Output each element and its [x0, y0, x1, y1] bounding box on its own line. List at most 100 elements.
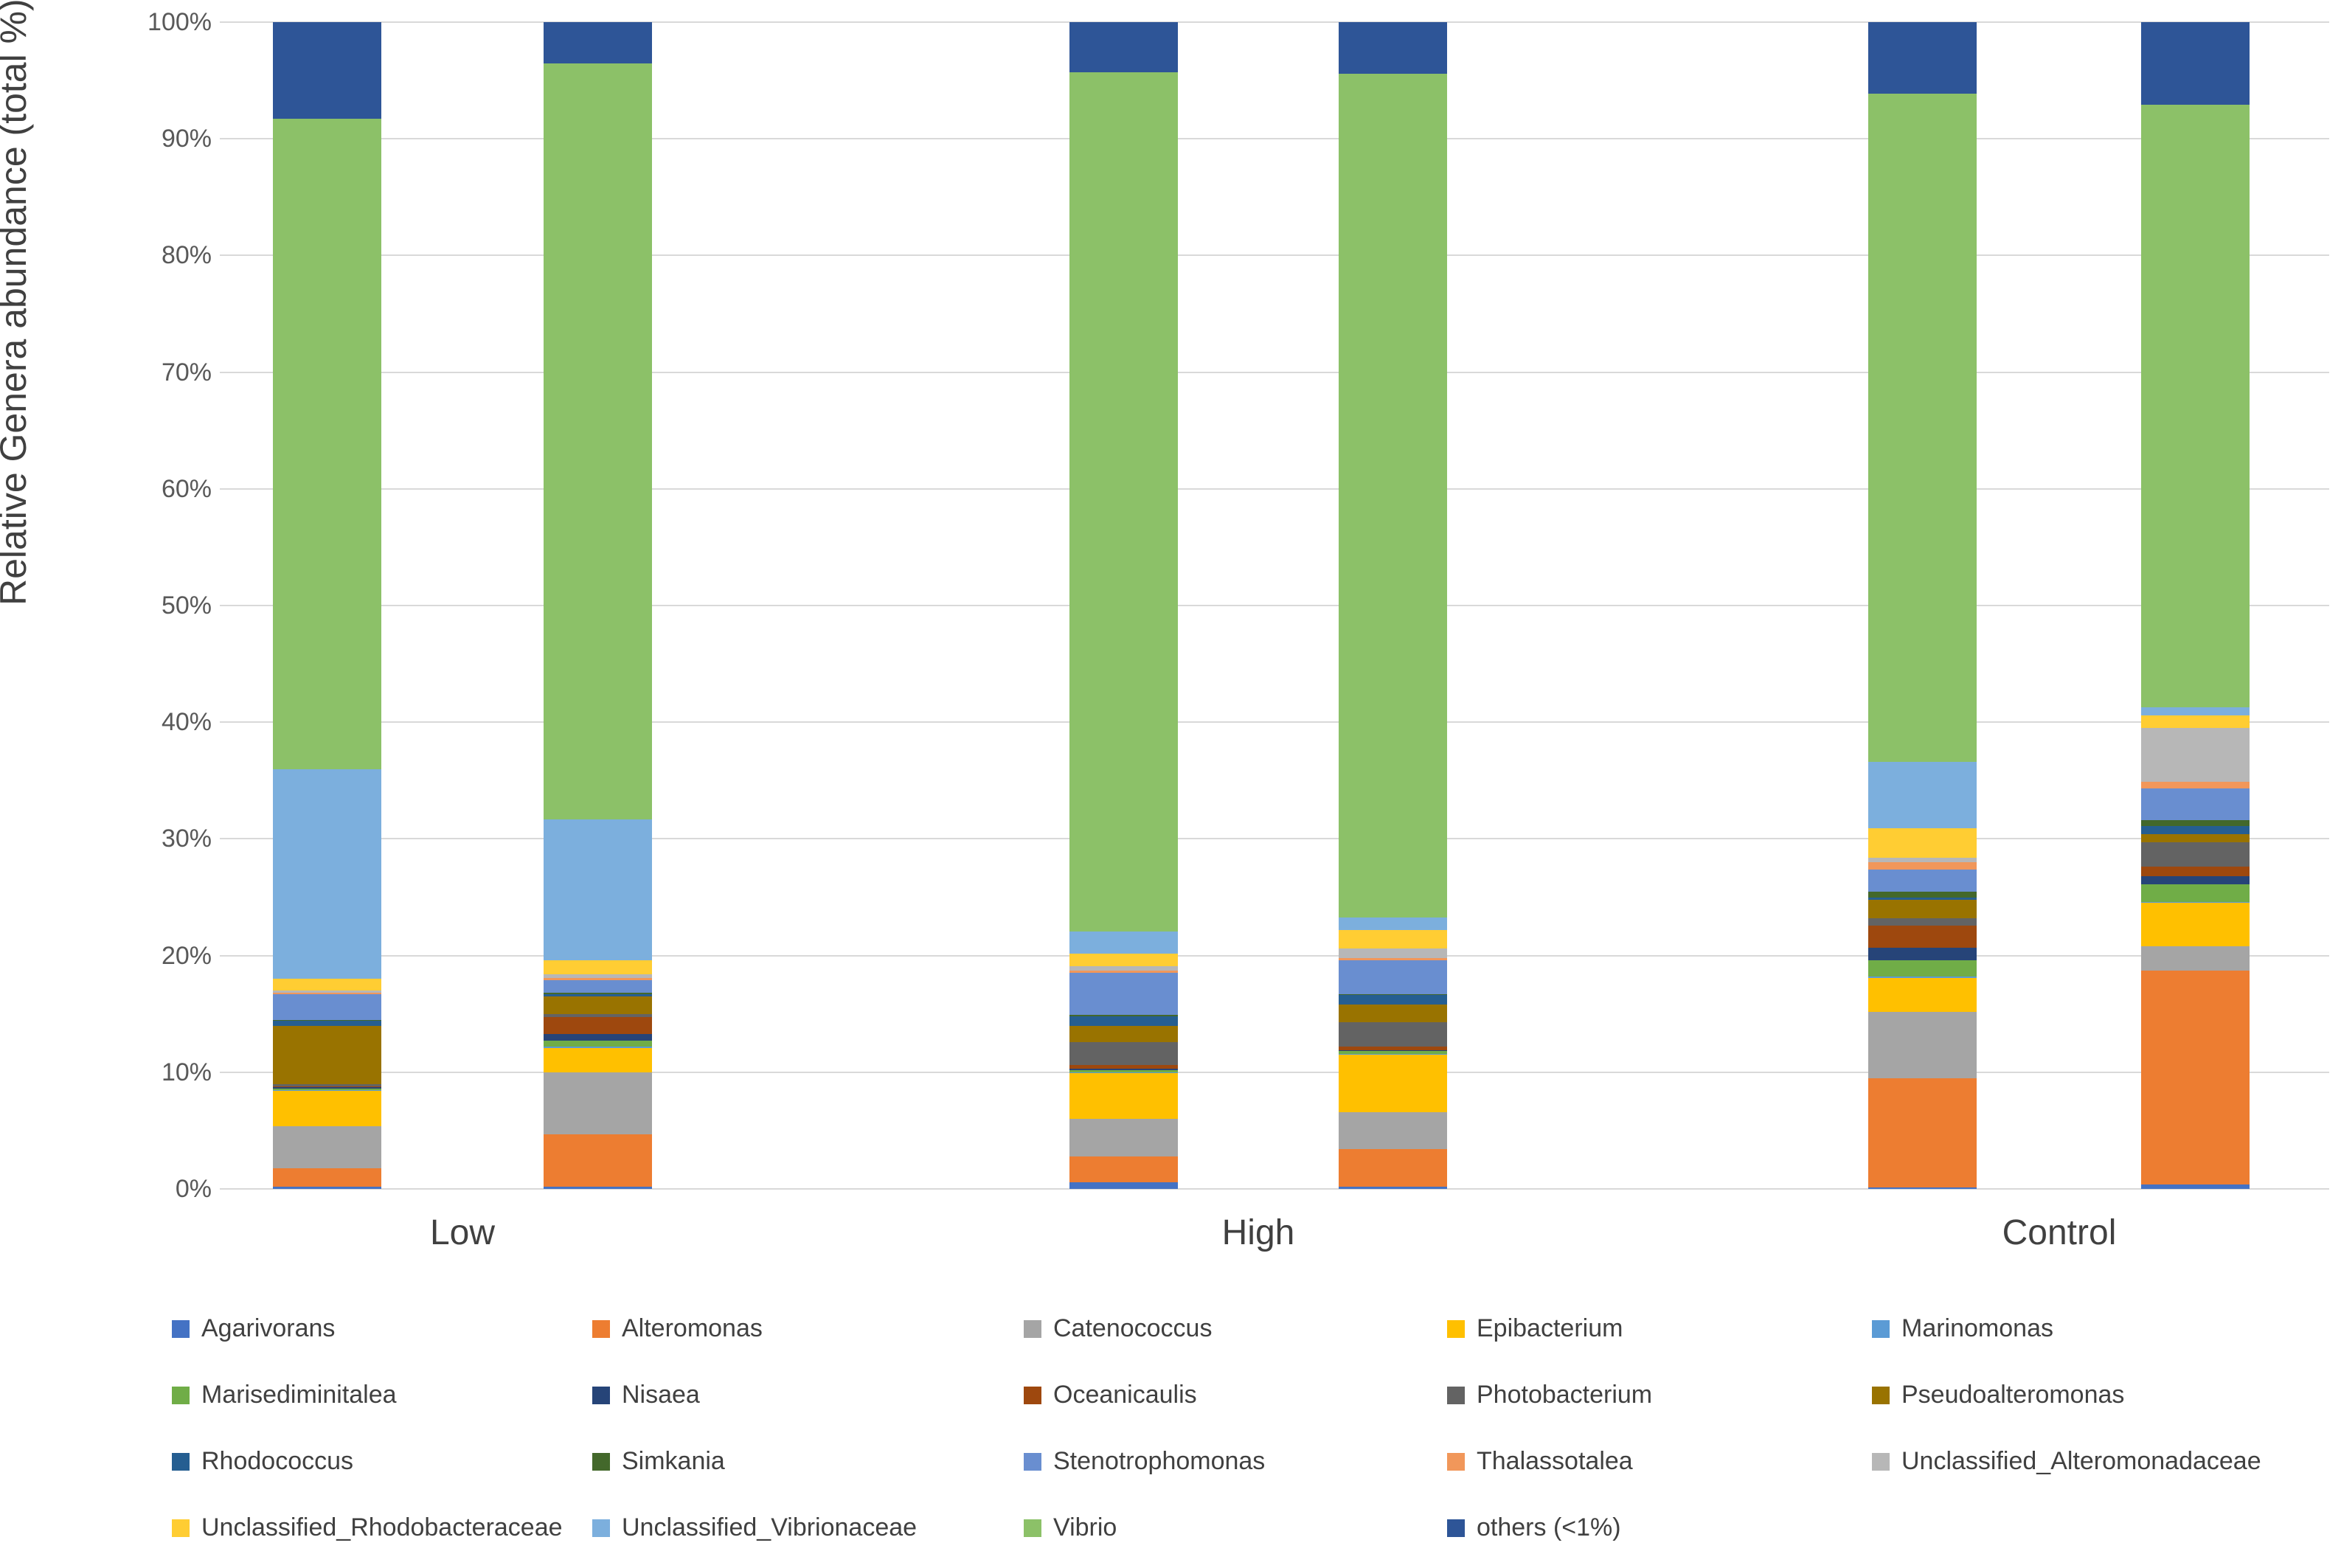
- bar-segment: [1339, 1053, 1447, 1055]
- bar-segment: [1069, 973, 1178, 1016]
- bar-control-2: [2141, 22, 2250, 1189]
- legend-marker-icon: [592, 1386, 610, 1404]
- legend-label: Agarivorans: [201, 1314, 336, 1342]
- legend-label: Marisediminitalea: [201, 1381, 397, 1409]
- bar-segment: [1868, 862, 1977, 870]
- legend-marker-icon: [1447, 1319, 1465, 1338]
- bar-segment: [273, 1186, 381, 1189]
- bar-segment: [544, 1041, 652, 1047]
- bar-segment: [1868, 897, 1977, 900]
- bar-segment: [1069, 1156, 1178, 1182]
- y-tick-label-60: 60%: [161, 474, 212, 503]
- bar-segment: [273, 769, 381, 979]
- bar-segment: [1069, 971, 1178, 974]
- bar-segment: [1339, 1021, 1447, 1047]
- bar-segment: [1339, 1149, 1447, 1187]
- legend-label: Pseudoalteromonas: [1901, 1381, 2125, 1409]
- legend-label: Stenotrophomonas: [1053, 1447, 1266, 1475]
- gridline-70: [220, 371, 2329, 373]
- legend-item: Stenotrophomonas: [1024, 1447, 1265, 1476]
- bar-segment: [1069, 1073, 1178, 1120]
- bar-segment: [273, 1025, 381, 1084]
- bar-segment: [1069, 1069, 1178, 1070]
- legend-marker-icon: [1447, 1452, 1465, 1471]
- gridline-40: [220, 721, 2329, 724]
- bar-segment: [1339, 917, 1447, 930]
- bar-segment: [544, 1186, 652, 1189]
- bar-segment: [273, 1168, 381, 1187]
- bar-segment: [544, 979, 652, 993]
- legend-label: Alteromonas: [622, 1314, 763, 1342]
- y-tick-label-30: 30%: [161, 825, 212, 853]
- bar-segment: [273, 1019, 381, 1021]
- legend-label: Vibrio: [1053, 1513, 1117, 1541]
- bar-control-1: [1868, 22, 1977, 1189]
- bar-segment: [2141, 105, 2250, 707]
- gridline-90: [220, 138, 2329, 140]
- legend-label: Unclassified_Vibrionaceae: [622, 1513, 918, 1541]
- bar-segment: [273, 993, 381, 994]
- bar-segment: [1069, 1025, 1178, 1042]
- legend-item: Unclassified_Alteromonadaceae: [1872, 1447, 2261, 1476]
- legend-item: Alteromonas: [592, 1314, 763, 1343]
- bar-segment: [2141, 903, 2250, 946]
- bar-low-2: [544, 22, 652, 1189]
- legend-marker-icon: [1872, 1386, 1890, 1404]
- bar-segment: [1069, 931, 1178, 954]
- gridline-20: [220, 954, 2329, 957]
- bar-segment: [273, 1083, 381, 1086]
- legend-item: Epibacterium: [1447, 1314, 1623, 1343]
- bar-segment: [1069, 1182, 1178, 1189]
- gridline-60: [220, 488, 2329, 490]
- bar-segment: [544, 977, 652, 980]
- legend-marker-icon: [1024, 1452, 1041, 1471]
- gridline-0: [220, 1188, 2329, 1190]
- y-tick-label-70: 70%: [161, 358, 212, 386]
- gridline-100: [220, 21, 2329, 23]
- y-tick-label-90: 90%: [161, 125, 212, 153]
- bar-segment: [544, 1017, 652, 1034]
- bar-segment: [273, 119, 381, 769]
- y-tick-label-100: 100%: [148, 8, 212, 36]
- legend-item: Catenococcus: [1024, 1314, 1212, 1343]
- y-tick-label-80: 80%: [161, 241, 212, 270]
- bar-segment: [2141, 715, 2250, 729]
- y-tick-label-20: 20%: [161, 941, 212, 970]
- legend-item: Pseudoalteromonas: [1872, 1381, 2124, 1409]
- bar-segment: [1868, 857, 1977, 863]
- bar-segment: [2141, 946, 2250, 971]
- legend-marker-icon: [172, 1519, 190, 1537]
- bar-segment: [1868, 1011, 1977, 1078]
- legend-marker-icon: [1024, 1319, 1041, 1338]
- bar-segment: [2141, 971, 2250, 1184]
- legend-marker-icon: [592, 1319, 610, 1338]
- bar-segment: [1339, 948, 1447, 958]
- bar-segment: [2141, 22, 2250, 105]
- legend-label: Catenococcus: [1053, 1314, 1213, 1342]
- bar-segment: [1069, 1016, 1178, 1026]
- bar-segment: [544, 1033, 652, 1041]
- legend-marker-icon: [592, 1452, 610, 1471]
- bar-segment: [273, 979, 381, 991]
- bar-segment: [2141, 788, 2250, 821]
- bar-segment: [1069, 953, 1178, 966]
- bar-segment: [2141, 842, 2250, 867]
- legend-marker-icon: [1447, 1519, 1465, 1537]
- bar-segment: [544, 1013, 652, 1018]
- legend-label: others (<1%): [1477, 1513, 1621, 1541]
- bar-segment: [1069, 1119, 1178, 1156]
- bar-segment: [2141, 884, 2250, 902]
- gridline-10: [220, 1071, 2329, 1073]
- bar-segment: [1868, 918, 1977, 926]
- legend-item: Oceanicaulis: [1024, 1381, 1197, 1409]
- legend-marker-icon: [172, 1319, 190, 1338]
- legend-marker-icon: [1024, 1386, 1041, 1404]
- bar-segment: [1069, 22, 1178, 73]
- bar-segment: [273, 22, 381, 119]
- group-label-low: Low: [429, 1213, 496, 1252]
- bar-segment: [1069, 1072, 1178, 1074]
- bar-segment: [1868, 899, 1977, 919]
- legend-item: Unclassified_Rhodobacteraceae: [172, 1513, 563, 1542]
- bar-segment: [1339, 957, 1447, 961]
